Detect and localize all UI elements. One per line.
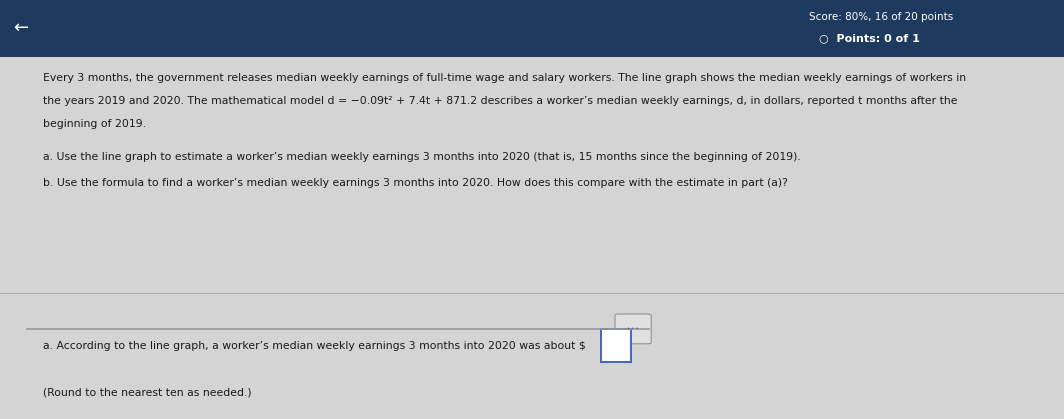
Text: (Round to the nearest ten as needed.): (Round to the nearest ten as needed.) (43, 388, 251, 398)
FancyBboxPatch shape (0, 57, 1064, 419)
Text: Every 3 months, the government releases median weekly earnings of full-time wage: Every 3 months, the government releases … (43, 73, 966, 83)
FancyBboxPatch shape (601, 329, 631, 362)
Text: • • •: • • • (628, 326, 638, 331)
Text: a. According to the line graph, a worker’s median weekly earnings 3 months into : a. According to the line graph, a worker… (43, 341, 585, 351)
Text: a. Use the line graph to estimate a worker’s median weekly earnings 3 months int: a. Use the line graph to estimate a work… (43, 152, 800, 162)
Text: ○  Points: 0 of 1: ○ Points: 0 of 1 (819, 33, 920, 43)
Text: beginning of 2019.: beginning of 2019. (43, 119, 146, 129)
Text: Score: 80%, 16 of 20 points: Score: 80%, 16 of 20 points (809, 13, 953, 23)
FancyBboxPatch shape (615, 314, 651, 344)
Text: the years 2019 and 2020. The mathematical model d = −0.09t² + 7.4t + 871.2 descr: the years 2019 and 2020. The mathematica… (43, 96, 957, 106)
Text: ←: ← (13, 19, 28, 37)
Text: b. Use the formula to find a worker’s median weekly earnings 3 months into 2020.: b. Use the formula to find a worker’s me… (43, 178, 787, 188)
FancyBboxPatch shape (0, 0, 1064, 57)
